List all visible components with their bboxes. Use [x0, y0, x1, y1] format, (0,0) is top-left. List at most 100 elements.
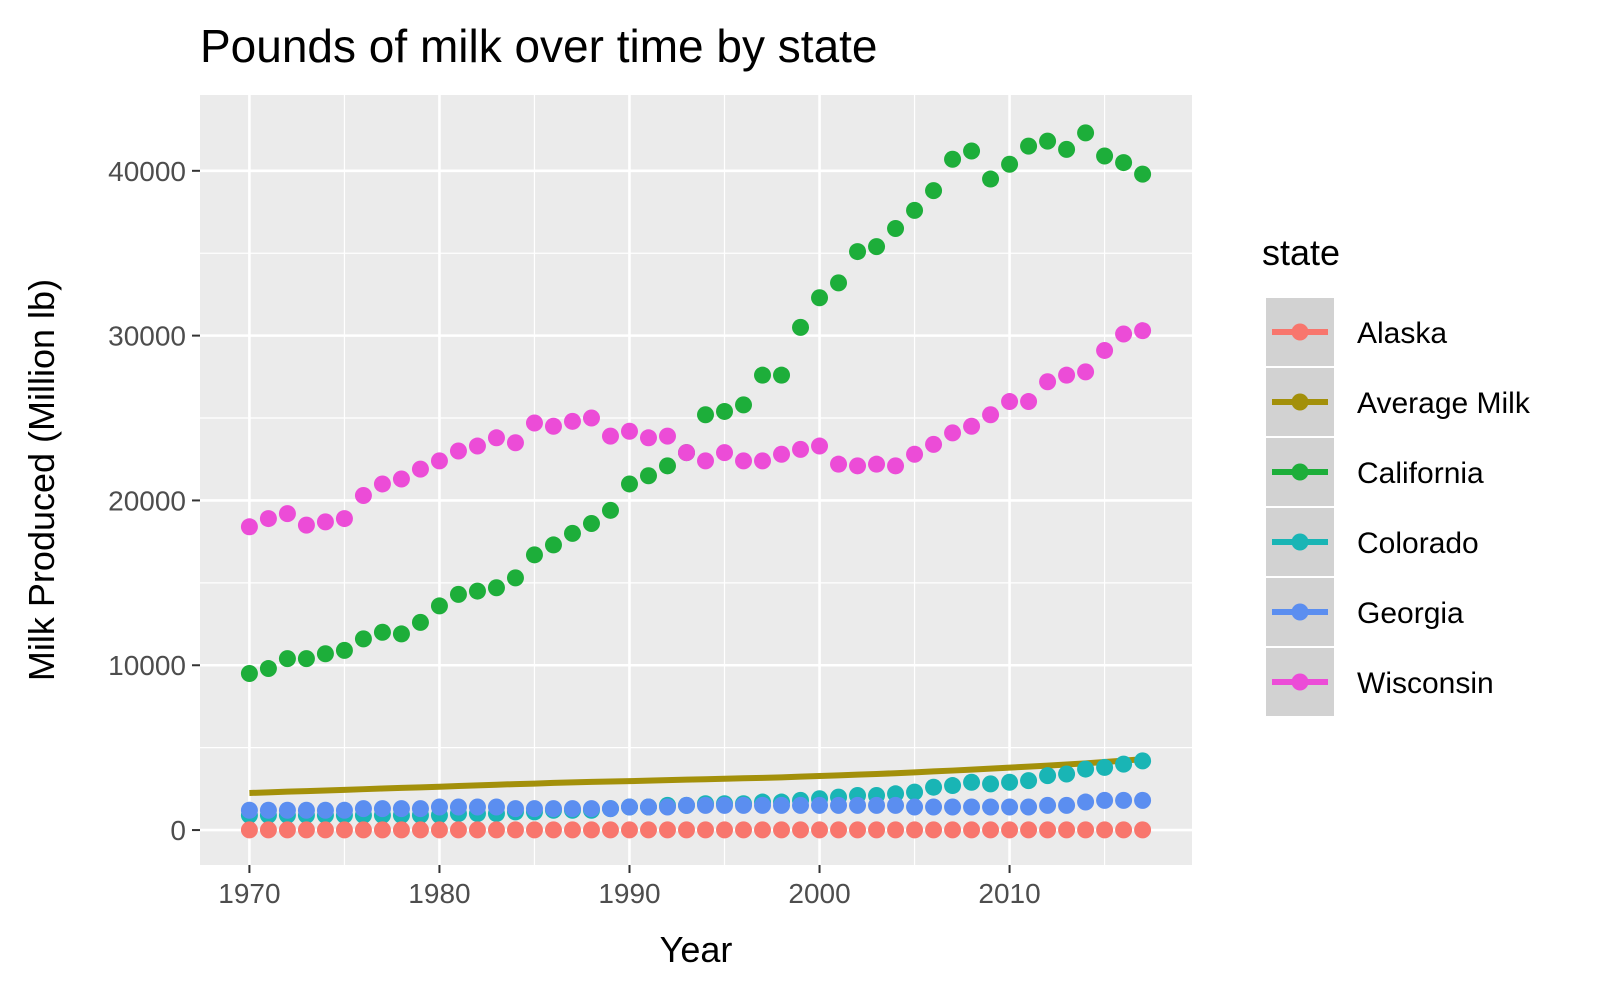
data-point-colorado	[963, 773, 981, 791]
data-point-georgia	[563, 800, 581, 818]
data-point-alaska	[735, 821, 753, 839]
y-tick-label: 10000	[108, 650, 186, 681]
data-point-georgia	[392, 800, 410, 818]
data-point-california	[963, 142, 981, 160]
data-point-wisconsin	[1096, 341, 1114, 359]
data-point-georgia	[544, 800, 562, 818]
data-point-wisconsin	[354, 486, 372, 504]
data-point-georgia	[316, 801, 334, 819]
data-point-georgia	[335, 801, 353, 819]
data-point-wisconsin	[1077, 363, 1095, 381]
data-point-colorado	[1001, 773, 1019, 791]
data-point-wisconsin	[982, 406, 1000, 424]
x-axis-title: Year	[660, 929, 733, 970]
data-point-georgia	[430, 798, 448, 816]
data-point-colorado	[1096, 758, 1114, 776]
data-point-alaska	[868, 821, 886, 839]
data-point-georgia	[697, 796, 715, 814]
data-point-georgia	[278, 801, 296, 819]
data-point-alaska	[335, 821, 353, 839]
data-point-alaska	[1058, 821, 1076, 839]
data-point-georgia	[582, 800, 600, 818]
data-point-alaska	[811, 821, 829, 839]
data-point-wisconsin	[620, 422, 638, 440]
data-point-colorado	[944, 777, 962, 795]
data-point-georgia	[1020, 798, 1038, 816]
data-point-california	[658, 457, 676, 475]
data-point-california	[259, 660, 277, 678]
data-point-georgia	[525, 800, 543, 818]
data-point-california	[906, 201, 924, 219]
x-tick-label: 2000	[788, 878, 850, 909]
legend-item-alaska: Alaska	[1264, 296, 1447, 368]
data-point-wisconsin	[1039, 373, 1057, 391]
data-point-california	[620, 475, 638, 493]
data-point-wisconsin	[963, 417, 981, 435]
data-point-georgia	[1115, 791, 1133, 809]
data-point-california	[392, 625, 410, 643]
data-point-california	[487, 579, 505, 597]
data-point-georgia	[240, 801, 258, 819]
data-point-wisconsin	[925, 435, 943, 453]
legend-label: Colorado	[1357, 527, 1479, 560]
data-point-california	[373, 623, 391, 641]
data-point-georgia	[716, 796, 734, 814]
data-point-california	[601, 501, 619, 519]
data-point-wisconsin	[240, 518, 258, 536]
data-point-california	[944, 150, 962, 168]
minor-gridlines	[200, 95, 1192, 865]
data-point-alaska	[1134, 821, 1152, 839]
data-point-alaska	[773, 821, 791, 839]
y-axis-title: Milk Produced (Million lb)	[21, 279, 62, 681]
data-point-alaska	[563, 821, 581, 839]
legend-item-georgia: Georgia	[1264, 576, 1464, 648]
data-point-alaska	[887, 821, 905, 839]
data-point-wisconsin	[430, 452, 448, 470]
data-point-california	[240, 664, 258, 682]
data-point-georgia	[906, 798, 924, 816]
data-point-colorado	[1058, 765, 1076, 783]
data-point-wisconsin	[792, 440, 810, 458]
data-point-wisconsin	[468, 437, 486, 455]
data-point-california	[1077, 124, 1095, 142]
data-point-wisconsin	[506, 434, 524, 452]
x-tick-label: 1970	[218, 878, 280, 909]
data-point-georgia	[754, 796, 772, 814]
data-point-alaska	[697, 821, 715, 839]
data-point-georgia	[830, 796, 848, 814]
data-point-california	[811, 289, 829, 307]
data-point-wisconsin	[582, 409, 600, 427]
data-point-wisconsin	[259, 510, 277, 528]
data-point-california	[506, 569, 524, 587]
data-point-wisconsin	[1134, 322, 1152, 340]
data-point-california	[449, 585, 467, 603]
data-point-colorado	[1115, 755, 1133, 773]
data-point-wisconsin	[1115, 325, 1133, 343]
data-point-california	[639, 467, 657, 485]
data-point-alaska	[982, 821, 1000, 839]
data-point-alaska	[906, 821, 924, 839]
data-point-wisconsin	[944, 424, 962, 442]
data-point-georgia	[1077, 793, 1095, 811]
legend-label: Average Milk	[1357, 387, 1531, 420]
x-tick-label: 1990	[598, 878, 660, 909]
data-point-wisconsin	[868, 455, 886, 473]
data-point-alaska	[449, 821, 467, 839]
y-tick-label: 40000	[108, 156, 186, 187]
data-point-georgia	[1058, 796, 1076, 814]
series-average-milk	[249, 756, 1143, 796]
data-point-california	[1039, 132, 1057, 150]
data-point-california	[582, 515, 600, 533]
data-point-georgia	[354, 800, 372, 818]
legend-key-point	[1291, 533, 1309, 551]
data-point-california	[716, 402, 734, 420]
data-point-california	[316, 645, 334, 663]
data-point-alaska	[658, 821, 676, 839]
data-point-georgia	[868, 796, 886, 814]
data-point-california	[697, 406, 715, 424]
data-point-georgia	[1001, 798, 1019, 816]
x-tick-label: 1980	[408, 878, 470, 909]
data-point-georgia	[259, 801, 277, 819]
data-point-california	[563, 524, 581, 542]
